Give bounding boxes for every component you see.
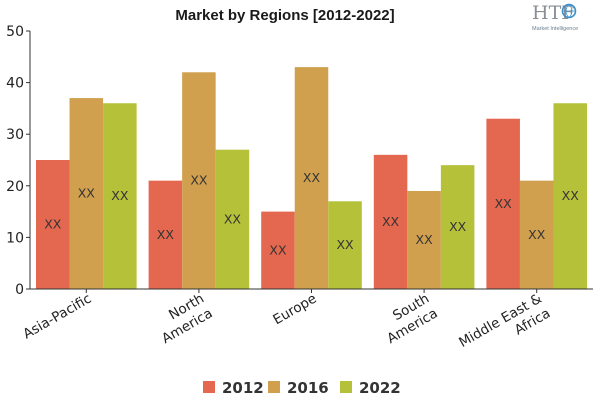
bar-2012-2 (261, 211, 295, 289)
data-label-2016-3: XX (416, 232, 434, 247)
bar-2022-2 (328, 201, 362, 289)
logo-tagline: Market Intelligence (532, 26, 578, 32)
x-tick-label-0: Asia-Pacific (20, 291, 94, 343)
bar-2022-4 (553, 103, 587, 290)
data-label-2016-0: XX (78, 186, 96, 201)
bar-2016-4 (519, 180, 554, 289)
bars-layer (36, 67, 587, 290)
y-tick-label-40: 40 (6, 76, 24, 92)
data-label-2022-2: XX (336, 237, 354, 252)
data-label-2022-0: XX (111, 188, 129, 203)
bar-2022-3 (440, 165, 475, 289)
data-label-2016-4: XX (528, 227, 546, 242)
data-label-2012-0: XX (44, 217, 62, 232)
data-label-2022-1: XX (224, 211, 242, 226)
legend-swatch-2022 (340, 381, 352, 393)
legend-swatch-2016 (268, 381, 280, 393)
bar-2022-0 (103, 103, 137, 290)
y-tick-label-0: 0 (15, 282, 24, 298)
x-tick-label-2: Europe (270, 291, 319, 329)
y-tick-label-10: 10 (6, 230, 24, 246)
legend-label-2022: 2022 (359, 379, 401, 397)
chart-title: Market by Regions [2012-2022] (175, 7, 394, 24)
data-label-2016-2: XX (303, 170, 321, 185)
legend-label-2016: 2016 (287, 379, 329, 397)
brand-logo: HTF Market Intelligence (532, 2, 578, 32)
y-tick-label-20: 20 (6, 179, 24, 195)
legend-label-2012: 2012 (222, 379, 264, 397)
bar-2016-2 (294, 67, 329, 290)
bar-2012-0 (36, 160, 70, 289)
data-label-2012-2: XX (269, 242, 287, 257)
legend-swatch-2012 (203, 381, 215, 393)
data-label-2012-3: XX (382, 214, 400, 229)
bar-2012-1 (148, 180, 183, 289)
data-label-2012-1: XX (157, 227, 175, 242)
data-label-2012-4: XX (495, 196, 513, 211)
y-tick-label-30: 30 (6, 127, 24, 143)
bar-2012-3 (373, 154, 408, 289)
data-label-2022-3: XX (449, 219, 467, 234)
x-tick-label-4: Middle East &Africa (456, 290, 553, 365)
x-tick-label-3: SouthAmerica (376, 291, 441, 347)
y-tick-label-50: 50 (6, 24, 24, 40)
bar-2016-3 (407, 190, 441, 289)
x-tick-label-1: NorthAmerica (151, 291, 216, 347)
data-labels-layer: XX XX XX XX XX XX XX XX XX XX XX XX XX XX XX (44, 170, 579, 257)
bar-2012-4 (486, 118, 520, 289)
bar-2016-0 (69, 98, 104, 289)
bar-2016-1 (182, 72, 216, 289)
bar-2022-1 (215, 149, 250, 289)
legend: 2012 2016 2022 (203, 379, 401, 397)
globe-meridian-icon (562, 4, 576, 18)
data-label-2016-1: XX (190, 173, 208, 188)
data-label-2022-4: XX (562, 188, 580, 203)
